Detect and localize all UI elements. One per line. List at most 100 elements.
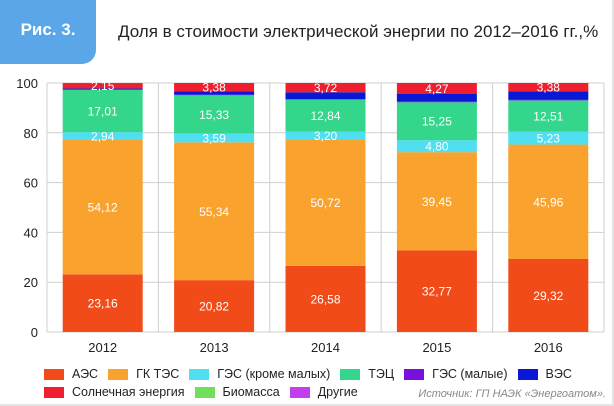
legend-item: Другие: [289, 385, 358, 399]
legend-item: ГЭС (малые): [404, 367, 508, 381]
data-label: 50,72: [310, 196, 340, 210]
data-label: 55,34: [199, 205, 229, 219]
bar-segment: [396, 250, 477, 332]
bar-segment: [508, 144, 589, 259]
data-label: 39,45: [422, 195, 452, 209]
data-label: 4,27: [425, 82, 449, 96]
legend-swatch: [289, 386, 310, 398]
legend-swatch: [340, 368, 361, 380]
x-tick-label: 2014: [311, 340, 340, 355]
bar-segment: [174, 95, 255, 134]
data-label: 2,94: [91, 129, 115, 143]
legend-item: ТЭЦ: [340, 367, 394, 381]
bar-segment: [396, 83, 477, 94]
bar-segment: [396, 140, 477, 153]
data-label: 5,23: [537, 132, 561, 146]
legend-swatch: [517, 368, 538, 380]
x-tick-label: 2016: [534, 340, 563, 355]
y-tick-label: 0: [31, 325, 38, 340]
data-label: 12,51: [533, 109, 563, 123]
bar-segment: [508, 258, 589, 332]
legend-item: ВЭС: [517, 367, 572, 381]
legend-swatch: [404, 368, 425, 380]
legend-label: ВЭС: [545, 367, 572, 381]
bar-segment: [174, 280, 255, 332]
legend-swatch: [194, 386, 215, 398]
legend-label: Другие: [317, 385, 358, 399]
data-label: 29,32: [533, 289, 563, 303]
data-label: 4,80: [425, 140, 449, 154]
data-label: 15,33: [199, 108, 229, 122]
legend-label: АЭС: [72, 367, 99, 381]
bar-segment: [285, 92, 366, 100]
legend-item: ГК ТЭС: [108, 367, 179, 381]
data-label: 2,15: [91, 79, 115, 93]
bar-segment: [174, 83, 255, 92]
legend-swatch: [44, 368, 64, 380]
bar-segment: [285, 265, 366, 332]
data-label: 17,01: [88, 105, 118, 119]
legend-label: Солнечная энергия: [72, 385, 185, 399]
bar-segment: [62, 132, 143, 140]
chart-title: Доля в стоимости электрической энергии п…: [118, 22, 599, 41]
legend-item: Биомасса: [194, 385, 280, 399]
data-label: 3,38: [202, 81, 226, 95]
data-label: 23,16: [88, 297, 118, 311]
bar-segment: [174, 142, 255, 281]
legend-label: ГЭС (кроме малых): [217, 367, 331, 381]
y-tick-label: 80: [24, 126, 38, 141]
bar-segment: [285, 99, 366, 132]
data-label: 3,72: [314, 81, 338, 95]
bar-segment: [508, 100, 589, 132]
data-label: 45,96: [533, 195, 563, 209]
legend-row: АЭС ГК ТЭС ГЭС (кроме малых) ТЭЦ ГЭС (малые)…: [44, 365, 582, 383]
bar-segment: [508, 91, 589, 100]
bar-segment: [396, 152, 477, 251]
bar-segment: [174, 133, 255, 143]
legend-swatch: [108, 368, 129, 380]
legend-item: ГЭС (кроме малых): [189, 367, 330, 381]
bar-segment: [62, 139, 143, 275]
legend-label: Биомасса: [222, 385, 280, 399]
y-tick-label: 60: [24, 176, 38, 191]
bar-segment: [396, 93, 477, 102]
y-tick-label: 40: [24, 225, 38, 240]
bar-segment: [285, 83, 366, 93]
bar-segment: [62, 88, 143, 90]
legend-item: АЭС: [44, 367, 98, 381]
bar-segment: [62, 89, 143, 133]
x-tick-label: 2012: [88, 340, 117, 355]
data-label: 3,20: [314, 129, 338, 143]
legend-item: Солнечная энергия: [44, 385, 185, 399]
y-tick-label: 20: [24, 275, 38, 290]
figure-label: Рис. 3.: [0, 0, 96, 64]
bar-segment: [285, 139, 366, 266]
legend-label: ГК ТЭС: [136, 367, 180, 381]
bar-segment: [396, 102, 477, 141]
bar-segment: [174, 91, 255, 95]
legend-label: ГЭС (малые): [432, 367, 508, 381]
source-note: Источник: ГП НАЭК «Энергоатом».: [418, 388, 606, 400]
data-label: 20,82: [199, 300, 229, 314]
data-label: 3,59: [202, 131, 226, 145]
bar-segment: [285, 131, 366, 140]
x-tick-label: 2015: [422, 340, 451, 355]
bar-segment: [508, 131, 589, 145]
x-tick-label: 2013: [200, 340, 229, 355]
data-label: 15,25: [422, 115, 452, 129]
legend-label: ТЭЦ: [368, 367, 395, 381]
data-label: 12,84: [310, 109, 340, 123]
legend-swatch: [189, 368, 210, 380]
data-label: 54,12: [88, 200, 118, 214]
bar-segment: [62, 274, 143, 332]
legend-row: Солнечная энергия Биомасса Другие: [44, 383, 582, 401]
bar-segment: [62, 83, 143, 89]
data-label: 32,77: [422, 285, 452, 299]
data-label: 26,58: [310, 292, 340, 306]
bar-segment: [508, 83, 589, 92]
y-tick-label: 100: [16, 76, 38, 91]
data-label: 3,38: [537, 81, 561, 95]
legend-swatch: [44, 386, 64, 398]
